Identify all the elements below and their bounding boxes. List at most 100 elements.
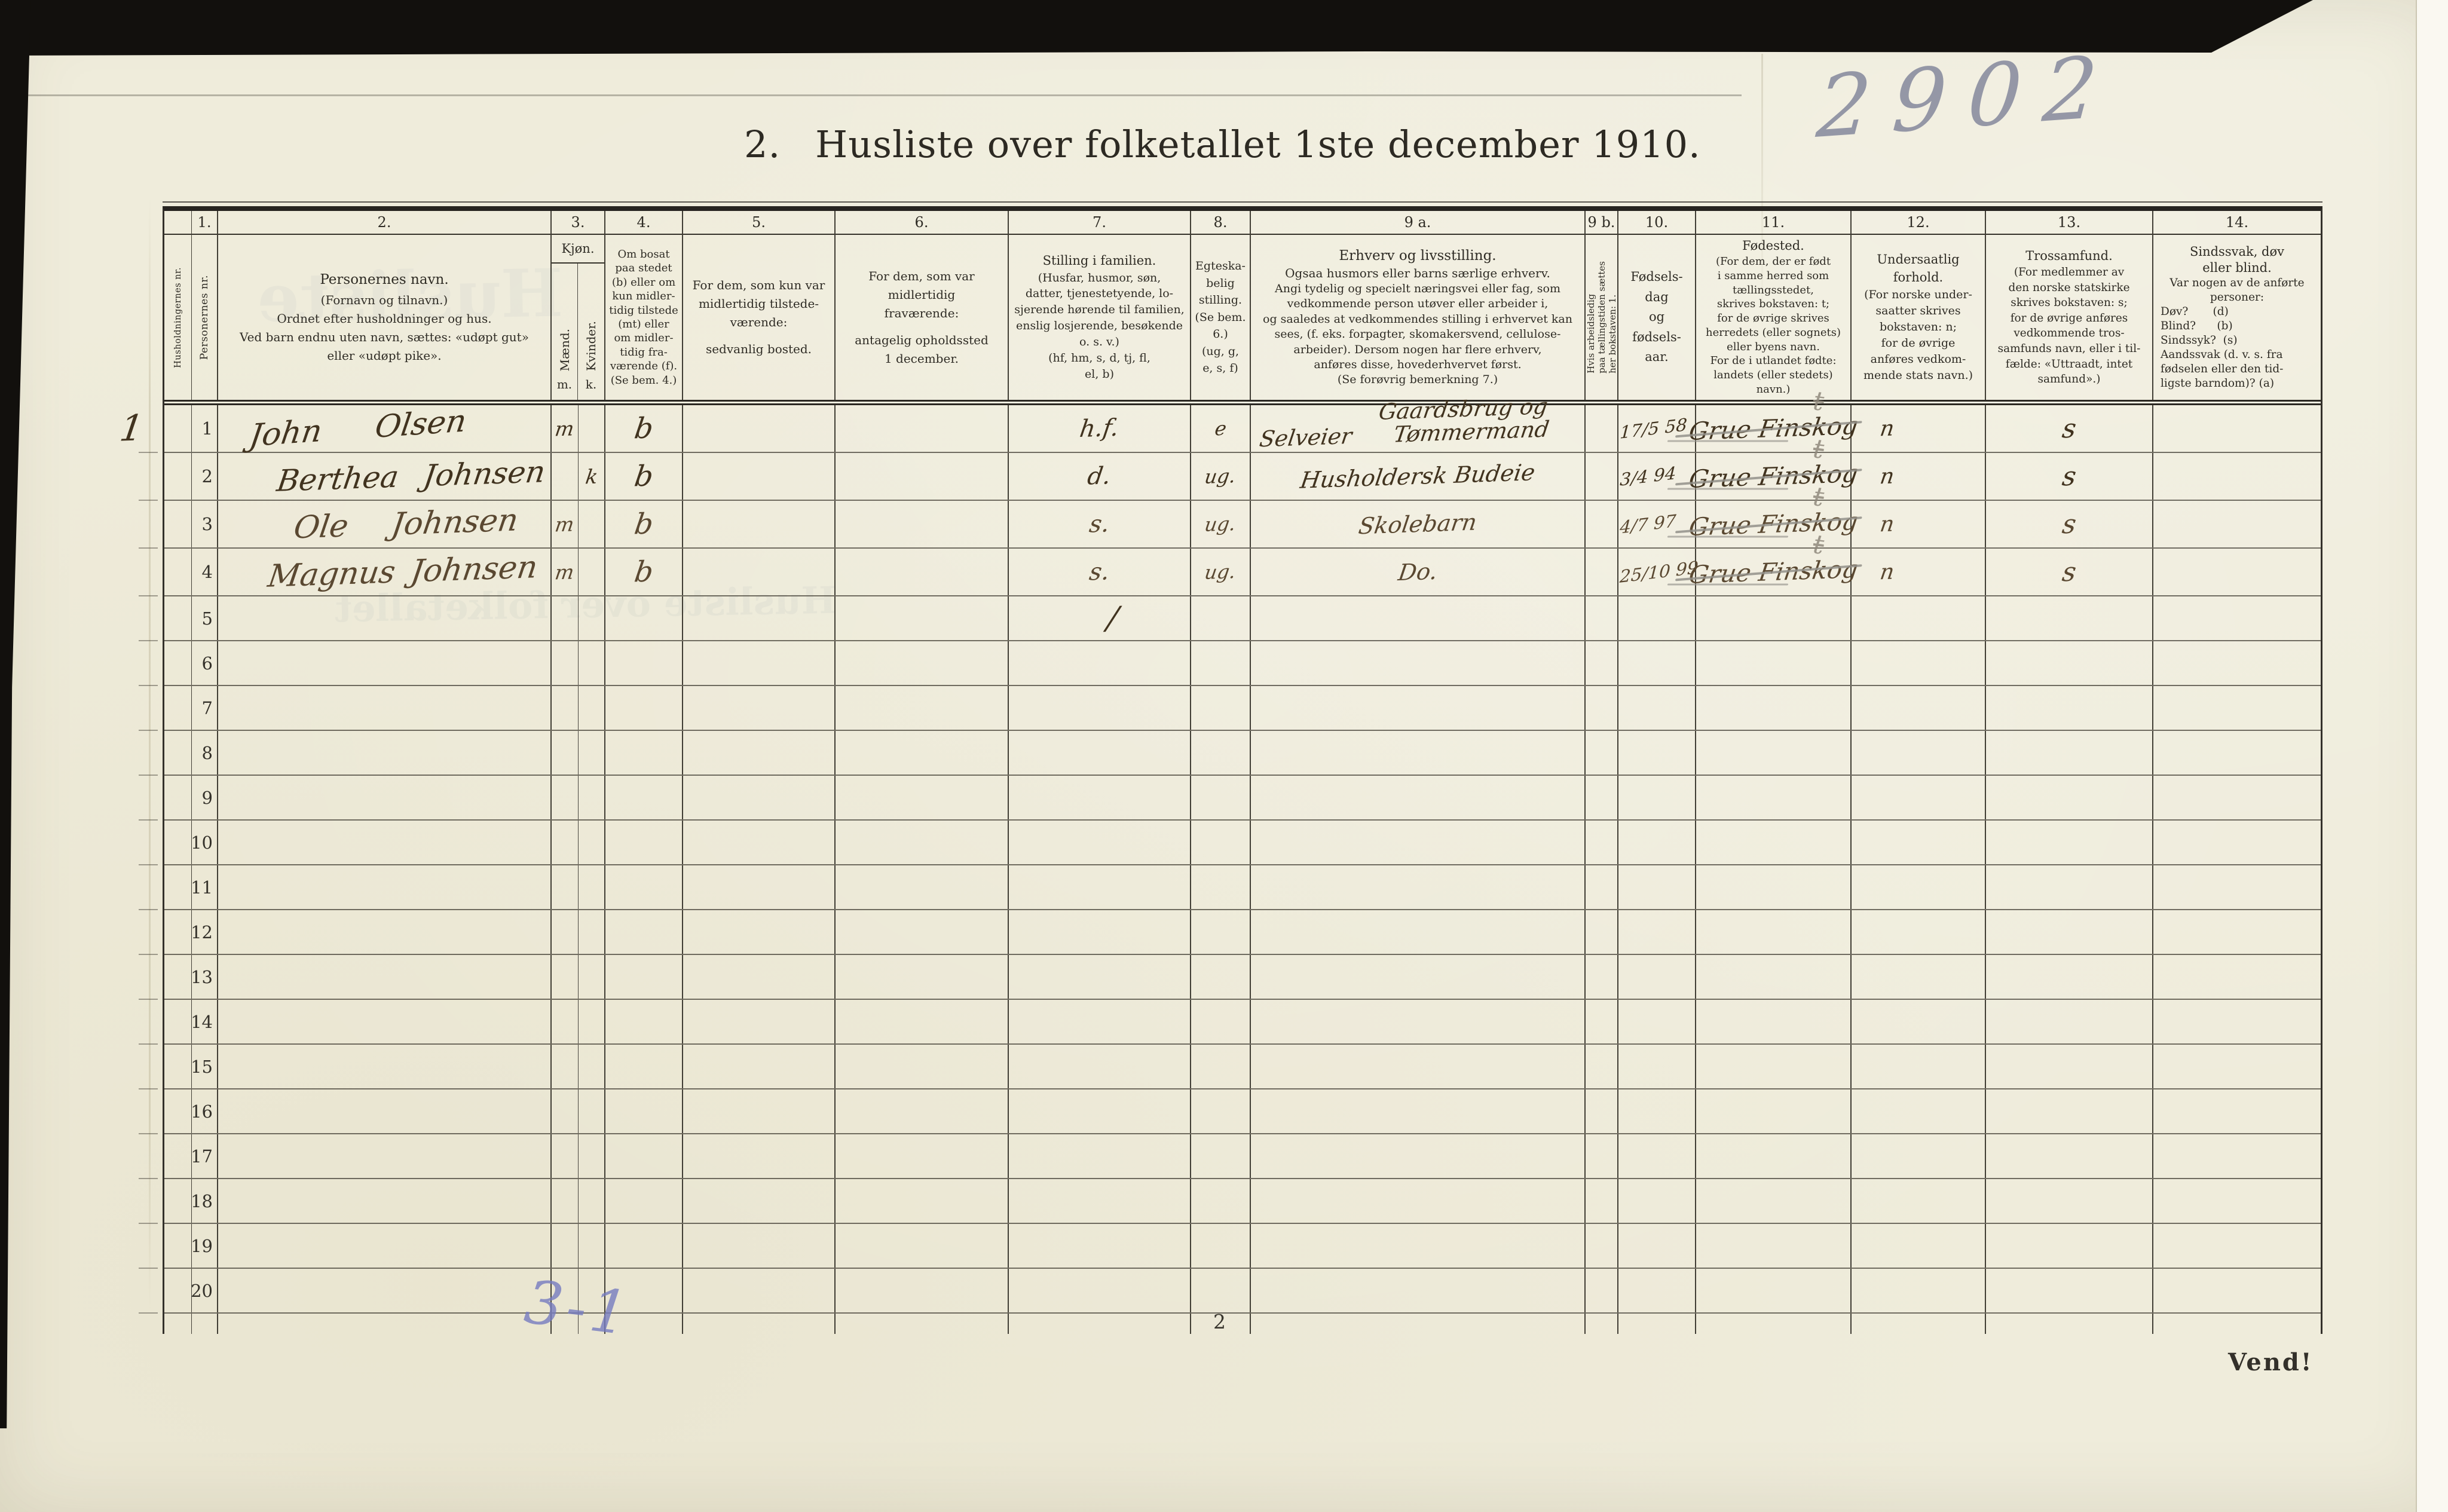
sex-label: Kjøn. bbox=[552, 235, 604, 264]
col-sex-header: 3. Kjøn. Mænd. m. Kvinder. k. bbox=[552, 211, 605, 400]
col-citizenship-header: 12. Undersaatlig forhold. (For norske unde… bbox=[1852, 211, 1986, 400]
female-abbr: k. bbox=[585, 377, 597, 391]
col-household-nr-header: Husholdningernes nr. bbox=[164, 211, 192, 400]
citizenship-entry: n bbox=[1878, 416, 1896, 441]
birthplace-entry: Grue Finskog bbox=[1687, 555, 1860, 589]
household-number-entry: 1 bbox=[117, 407, 146, 450]
scan-edge-left bbox=[0, 0, 31, 1428]
religion-entry: s bbox=[2060, 461, 2078, 492]
row-number: 4 bbox=[192, 549, 218, 595]
page-number: 2 bbox=[1213, 1310, 1226, 1333]
census-row: 20 bbox=[139, 1269, 2321, 1314]
family-position-entry: s. bbox=[1087, 510, 1112, 538]
title-text: Husliste over folketallet 1ste december … bbox=[815, 123, 1701, 166]
birthplace-entry: Grue Finskog bbox=[1687, 507, 1860, 541]
census-row: 11 bbox=[139, 865, 2321, 910]
row-number: 19 bbox=[191, 1224, 218, 1268]
row-number: 13 bbox=[191, 955, 218, 999]
archival-number-handwritten: 2902 bbox=[1813, 36, 2122, 158]
col-citizenship-description: Undersaatlig forhold. (For norske under-sa… bbox=[1863, 252, 1973, 382]
census-row: 9 bbox=[139, 776, 2321, 821]
row-number: 11 bbox=[191, 865, 218, 909]
census-row: 15 bbox=[139, 1045, 2321, 1089]
sex-entry: k bbox=[583, 464, 599, 488]
col-number: 13. bbox=[1986, 211, 2152, 235]
person-name-entry: Berthea Johnsen bbox=[274, 454, 548, 498]
row-number: 6 bbox=[192, 641, 218, 685]
row-number: 10 bbox=[191, 821, 218, 864]
col-number: 3. bbox=[552, 211, 604, 235]
census-row: 5/ bbox=[139, 596, 2321, 641]
birthplace-entry: Grue Finskog bbox=[1687, 411, 1860, 446]
census-row: 7 bbox=[139, 686, 2321, 731]
male-label: Mænd. bbox=[557, 328, 572, 371]
census-row: 3 Ole Johnsen m b s. ug. Skolebarn 4/7 9… bbox=[139, 481, 2321, 549]
scan-edge-right bbox=[2416, 0, 2448, 1512]
col-occupation-header: 9 a. Erhverv og livsstilling. Ogsaa husmo… bbox=[1251, 211, 1586, 400]
row-number: 15 bbox=[191, 1045, 218, 1088]
census-row: 18 bbox=[139, 1179, 2321, 1224]
paper-crease bbox=[149, 197, 151, 1315]
census-row: 17 bbox=[139, 1134, 2321, 1179]
person-name-entry: Magnus Johnsen bbox=[265, 549, 540, 595]
residence-entry: b bbox=[632, 555, 656, 589]
col-absent-abode-header: 6. For dem, som var midlertidig fraværende… bbox=[836, 211, 1009, 400]
table-header: Husholdningernes nr. 1. Personernes nr. … bbox=[164, 211, 2321, 405]
birthplace-entry: Grue Finskog bbox=[1687, 459, 1860, 494]
census-row: 10 bbox=[139, 821, 2321, 865]
row-number: 9 bbox=[192, 776, 218, 819]
col-name-description: Personernes navn. (Fornavn og tilnavn.) Or… bbox=[240, 272, 529, 363]
col-absent-abode-description: For dem, som var midlertidig fraværende: an… bbox=[855, 268, 989, 366]
table-tail bbox=[164, 1314, 2321, 1334]
col-present-abode-header: 5. For dem, som kun var midlertidig tilst… bbox=[683, 211, 836, 400]
marital-status-entry: ug. bbox=[1203, 512, 1238, 536]
sex-entry: m bbox=[553, 559, 576, 584]
row-number: 18 bbox=[191, 1179, 218, 1223]
marital-status-entry: e bbox=[1213, 417, 1228, 440]
census-row: 8 bbox=[139, 731, 2321, 776]
person-name-entry: John Olsen bbox=[247, 403, 469, 454]
census-row: 6 bbox=[139, 641, 2321, 686]
col-number bbox=[164, 211, 191, 235]
col-disability-description: Sindssvak, døv eller blind. Var nogen av d… bbox=[2161, 244, 2305, 390]
female-label: Kvinder. bbox=[584, 321, 598, 371]
family-position-entry: h.f. bbox=[1078, 414, 1121, 443]
col-number: 14. bbox=[2153, 211, 2321, 235]
col-number: 9 b. bbox=[1586, 211, 1617, 235]
birth-date-entry: 25/10 99 bbox=[1619, 557, 1699, 587]
marital-status-entry: ug. bbox=[1203, 560, 1238, 584]
row-number: 1 bbox=[192, 405, 218, 452]
title-prefix: 2. bbox=[744, 123, 781, 166]
col-family-position-description: Stilling i familien. (Husfar, husmor, søn… bbox=[1014, 253, 1185, 381]
row-number: 14 bbox=[191, 1000, 218, 1043]
col-name-header: 2. Personernes navn. (Fornavn og tilnavn.… bbox=[218, 211, 552, 400]
col-religion-description: Trossamfund. (For medlemmer av den norske … bbox=[1997, 249, 2141, 386]
col-number: 6. bbox=[836, 211, 1008, 235]
census-row: 2 Berthea Johnsen k b d. ug. Husholdersk… bbox=[139, 433, 2321, 501]
family-position-entry: d. bbox=[1085, 462, 1113, 491]
col-number: 1. bbox=[192, 211, 217, 235]
col-number: 12. bbox=[1852, 211, 1985, 235]
col-number: 7. bbox=[1009, 211, 1190, 235]
occupation-entry: Do. bbox=[1396, 558, 1439, 586]
col-number: 9 a. bbox=[1251, 211, 1584, 235]
sex-entry: m bbox=[553, 512, 576, 537]
citizenship-entry: n bbox=[1878, 464, 1896, 489]
birth-date-entry: 4/7 97 bbox=[1619, 510, 1677, 538]
birth-date-entry: 17/5 58 bbox=[1619, 414, 1688, 443]
census-row: 12 bbox=[139, 910, 2321, 955]
scan-edge-top bbox=[0, 0, 2313, 56]
census-row: 1 1 John Olsen m b h.f. e Gaardsbrug og … bbox=[117, 385, 2321, 454]
census-row: 4 Magnus Johnsen m b s. ug. Do. 25/10 99… bbox=[139, 529, 2321, 596]
table-body: 1 1 John Olsen m b h.f. e Gaardsbrug og … bbox=[117, 385, 2321, 1334]
col-person-nr-header: 1. Personernes nr. bbox=[192, 211, 218, 400]
col-birthplace-description: Fødested. (For dem, der er født i samme he… bbox=[1706, 238, 1841, 396]
col-present-abode-description: For dem, som kun var midlertidig tilstede… bbox=[692, 278, 825, 356]
person-name-entry: Ole Johnsen bbox=[291, 502, 521, 546]
col-number: 8. bbox=[1191, 211, 1250, 235]
col-birth-date-header: 10. Fødsels-dag og fødsels-aar. bbox=[1618, 211, 1696, 400]
row-number: 8 bbox=[192, 731, 218, 775]
col-resident-header: 4. Om bosat paa stedet (b) eller om kun mid… bbox=[605, 211, 683, 400]
row-number: 7 bbox=[192, 686, 218, 730]
